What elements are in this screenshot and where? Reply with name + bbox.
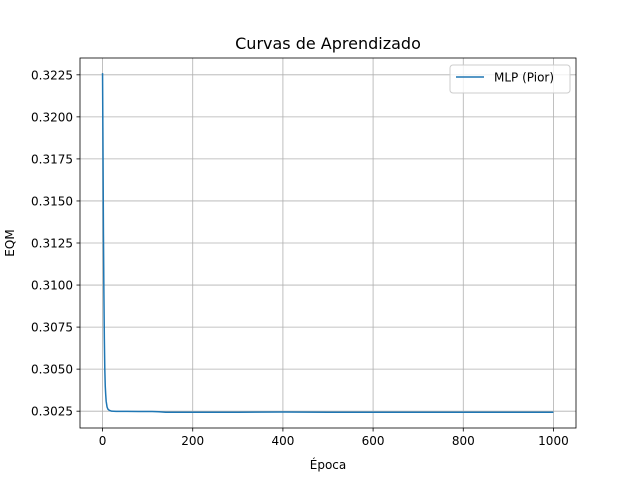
x-tick-label: 800 [452,434,475,448]
legend: MLP (Pior) [449,64,571,94]
y-axis-ticks: 0.3025 0.3050 0.3075 0.3100 0.3125 0.3150 0.31… [31,68,80,419]
chart-title: Curvas de Aprendizado [235,34,421,53]
y-tick-label: 0.3125 [31,237,73,251]
series-line [101,73,554,413]
y-tick-label: 0.3225 [31,68,73,82]
x-tick-label: 600 [362,434,385,448]
y-tick-label: 0.3100 [31,279,73,293]
y-tick-label: 0.3150 [31,194,73,208]
x-axis-ticks: 0 200 400 600 800 1000 [99,428,569,448]
legend-box [449,64,571,94]
y-tick-label: 0.3050 [31,363,73,377]
x-tick-label: 200 [181,434,204,448]
grid [80,58,576,428]
y-axis-label: EQM [3,229,17,256]
legend-label: MLP (Pior) [494,71,554,85]
x-tick-label: 0 [99,434,107,448]
series-layer [101,73,554,413]
x-tick-label: 1000 [538,434,569,448]
y-tick-label: 0.3075 [31,321,73,335]
y-tick-label: 0.3025 [31,405,73,419]
y-tick-label: 0.3200 [31,110,73,124]
x-tick-label: 400 [271,434,294,448]
y-tick-label: 0.3175 [31,152,73,166]
x-axis-label: Época [310,457,347,472]
